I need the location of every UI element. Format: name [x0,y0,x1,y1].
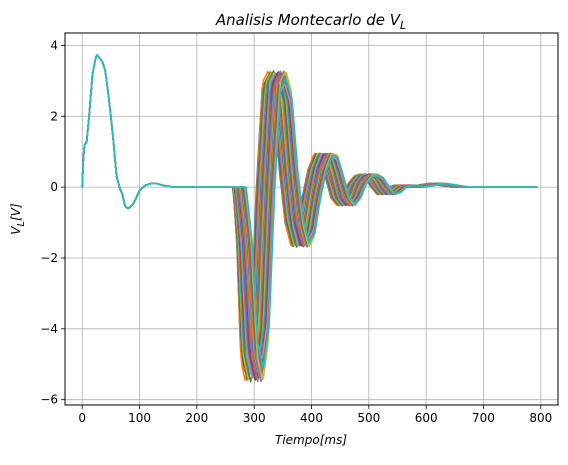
x-tick-label: 500 [357,411,380,425]
y-tick-label: −4 [40,322,58,336]
x-tick-label: 800 [529,411,552,425]
x-tick-label: 600 [415,411,438,425]
axis-ticks: 0 100 200 300 400 500 600 700 800 −6 −4 −2 0 2 4 [40,38,552,425]
x-tick-label: 200 [185,411,208,425]
series-lines [81,54,538,383]
series-line [81,54,538,369]
chart-title: Analisis Montecarlo de VL [215,11,406,32]
x-tick-label: 0 [78,411,86,425]
x-tick-label: 700 [472,411,495,425]
y-tick-label: 2 [50,109,58,123]
y-axis-label: VL[V] [9,203,27,235]
x-tick-label: 100 [128,411,151,425]
y-tick-label: −6 [40,393,58,407]
x-axis-label: Tiempo[ms] [275,433,347,447]
x-tick-label: 300 [243,411,266,425]
y-tick-label: 0 [50,180,58,194]
y-tick-label: 4 [50,38,58,52]
y-tick-label: −2 [40,251,58,265]
x-tick-label: 400 [300,411,323,425]
